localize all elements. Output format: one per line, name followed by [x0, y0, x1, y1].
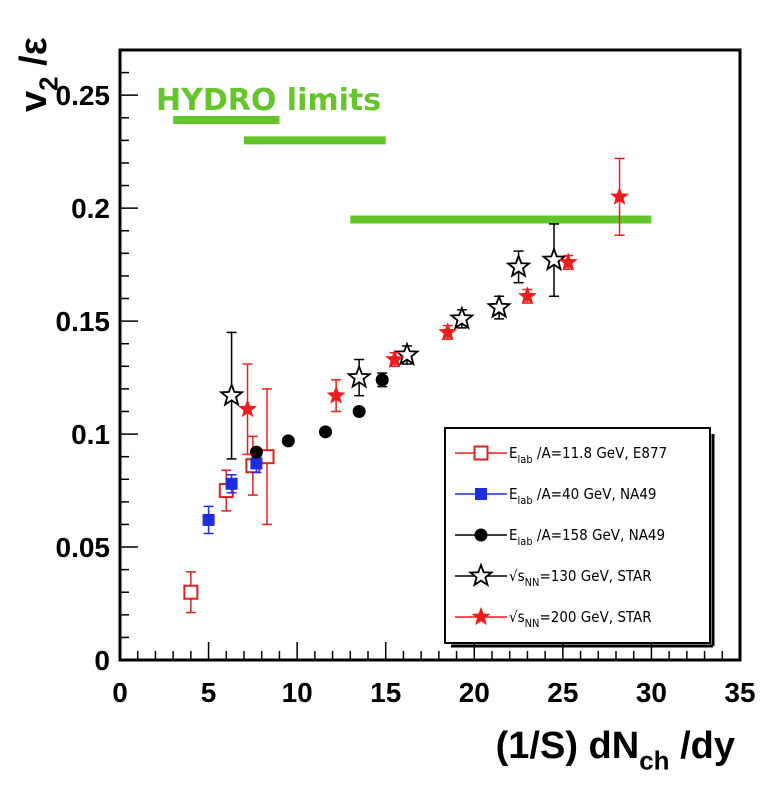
legend: Elab /A=11.8 GeV, E877 Elab /A=40 GeV, NA…	[444, 427, 715, 648]
data-point	[250, 457, 263, 470]
x-axis-title: (1/S) dNch /dy	[496, 725, 735, 776]
data-point	[610, 186, 630, 205]
y-tick-label: 0.25	[56, 80, 111, 111]
x-tick-label: 30	[636, 677, 667, 708]
y-tick-label: 0.05	[56, 532, 111, 563]
data-point	[202, 513, 215, 526]
data-point	[486, 294, 512, 319]
y-tick-label: 0.1	[71, 419, 110, 450]
x-tick-label: 20	[459, 677, 490, 708]
data-point	[225, 477, 238, 490]
hydro-limits-label: HYDRO limits	[156, 83, 381, 118]
x-tick-label: 10	[282, 677, 313, 708]
x-tick-label: 25	[547, 677, 578, 708]
x-tick-label: 35	[724, 677, 755, 708]
x-tick-label: 15	[370, 677, 401, 708]
data-point	[352, 404, 366, 418]
data-point	[218, 382, 245, 407]
data-point	[385, 349, 405, 368]
data-point	[375, 373, 389, 387]
legend-marker	[471, 607, 491, 626]
axes: 0 5 10 15 20 25 30 35 0 0.05 0.1 0.15 0.2 0.25 (1/S) d…	[13, 37, 756, 775]
data-point	[326, 385, 346, 404]
legend-marker	[468, 562, 494, 587]
data-point	[541, 246, 567, 272]
data-point	[346, 364, 373, 389]
y-tick-label: 0.15	[56, 306, 111, 337]
data-point	[505, 253, 532, 278]
x-tick-label: 5	[201, 677, 217, 708]
data-point	[438, 322, 458, 341]
y-axis-title: v2 /ε	[13, 37, 64, 112]
data-point	[281, 434, 295, 448]
data-point	[394, 341, 420, 366]
legend-label: √sNN=130 GeV, STAR	[509, 567, 652, 589]
y-tick-label: 0	[94, 645, 110, 676]
data-points	[183, 157, 630, 614]
x-tick-label: 0	[112, 677, 128, 708]
data-point	[183, 584, 199, 600]
legend-marker	[473, 445, 489, 461]
legend-label: √sNN=200 GeV, STAR	[509, 608, 652, 630]
data-point	[318, 425, 332, 439]
data-point	[517, 286, 537, 305]
data-point	[448, 305, 475, 330]
hydro-limits: HYDRO limits	[156, 83, 652, 224]
data-point	[249, 445, 263, 459]
data-point	[238, 399, 258, 418]
legend-label: Elab /A=158 GeV, NA49	[509, 526, 665, 548]
legend-marker	[474, 528, 488, 542]
y-tick-label: 0.2	[71, 193, 110, 224]
data-point	[558, 252, 578, 271]
legend-marker	[475, 488, 487, 500]
legend-label: Elab /A=11.8 GeV, E877	[509, 444, 667, 466]
legend-label: Elab /A=40 GeV, NA49	[509, 485, 657, 507]
plot-frame	[118, 48, 742, 662]
